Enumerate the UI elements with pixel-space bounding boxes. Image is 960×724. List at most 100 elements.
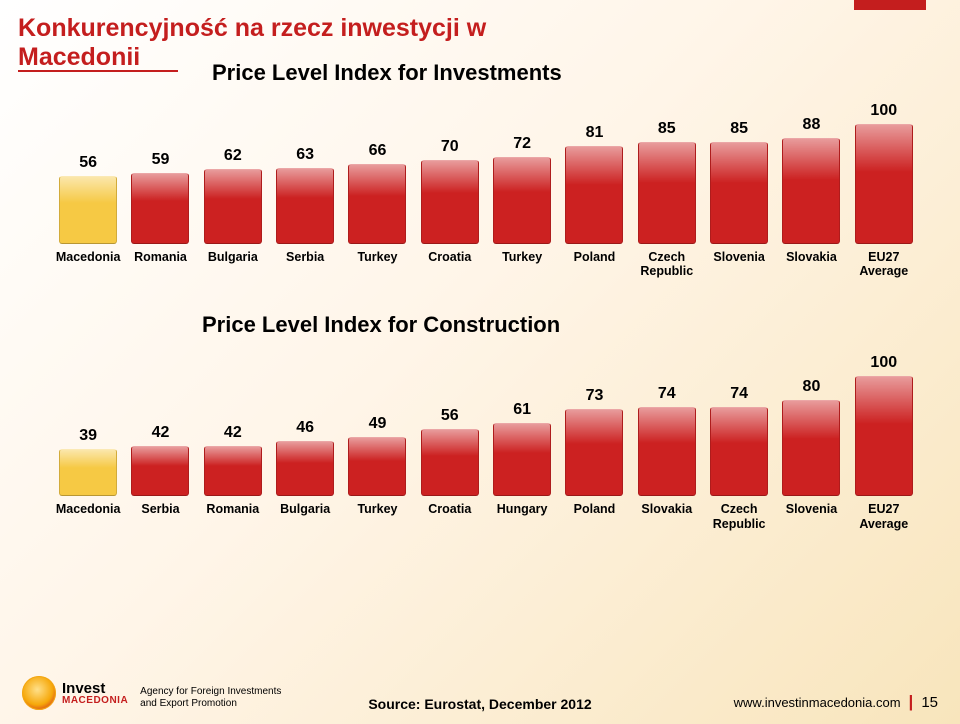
- bar-label: CzechRepublic: [631, 250, 703, 279]
- bar-label: Slovakia: [775, 250, 847, 279]
- bar: [782, 138, 840, 244]
- bar-col: 62: [197, 147, 269, 243]
- bar-value: 63: [296, 146, 314, 164]
- bar-col: 74: [703, 385, 775, 496]
- bar-col: 42: [197, 424, 269, 496]
- title-line-1: Konkurencyjność na rzecz inwestycji w: [18, 14, 486, 42]
- bar-label: EU27Average: [848, 250, 920, 279]
- bar-col: 85: [703, 120, 775, 244]
- bar: [710, 142, 768, 244]
- bar-col: 49: [341, 415, 413, 496]
- bar-value: 88: [803, 116, 821, 134]
- bar-label: CzechRepublic: [703, 502, 775, 531]
- bar: [710, 407, 768, 496]
- bar-col: 56: [414, 407, 486, 496]
- chart1-labels: MacedoniaRomaniaBulgariaSerbiaTurkeyCroa…: [52, 250, 920, 279]
- bar-label: Slovakia: [631, 502, 703, 531]
- bar-value: 100: [870, 354, 897, 372]
- page-number: 15: [921, 694, 938, 711]
- bar-value: 74: [730, 385, 748, 403]
- bar-col: 61: [486, 401, 558, 496]
- bar: [204, 169, 262, 243]
- chart1-bars: 56 5962 63 66 70 72 81 85 85 88 100: [52, 92, 920, 244]
- bar-col: 39: [52, 427, 124, 496]
- bar-value: 80: [803, 378, 821, 396]
- bar: [638, 142, 696, 244]
- bar-value: 61: [513, 401, 531, 419]
- bar-col: 42: [124, 424, 196, 496]
- bar-col: 59: [124, 151, 196, 244]
- bar-value: 66: [369, 142, 387, 160]
- bar: [855, 124, 913, 244]
- bar-col: 72: [486, 135, 558, 243]
- chart2-bars: 3942424649566173747480100: [52, 344, 920, 496]
- bar-col: 66: [341, 142, 413, 243]
- bar-value: 72: [513, 135, 531, 153]
- bar: [565, 146, 623, 243]
- bar-label: Slovenia: [703, 250, 775, 279]
- page-separator: |: [909, 692, 914, 712]
- bar: [348, 437, 406, 496]
- bar-col: 88: [775, 116, 847, 244]
- bar-value: 85: [730, 120, 748, 138]
- bar-col: 81: [558, 124, 630, 243]
- bar: [276, 168, 334, 244]
- bar: [421, 160, 479, 244]
- bar-label: Turkey: [341, 250, 413, 279]
- bar: [855, 376, 913, 496]
- bar-col: 46: [269, 419, 341, 496]
- bar-col: 56: [52, 154, 124, 243]
- bar-value: 74: [658, 385, 676, 403]
- bar-col: 63: [269, 146, 341, 244]
- chart-construction: Price Level Index for Construction 39 42 4…: [0, 312, 960, 531]
- chart1-title: Price Level Index for Investments: [212, 60, 920, 86]
- bar-label: Croatia: [414, 502, 486, 531]
- bar: [131, 173, 189, 244]
- bar-label: Serbia: [269, 250, 341, 279]
- bar-label: Serbia: [124, 502, 196, 531]
- footer-right: www.investinmacedonia.com | 15: [734, 692, 938, 712]
- bar-label: Macedonia: [52, 502, 124, 531]
- bar-value: 56: [79, 154, 97, 172]
- bar-label: Poland: [558, 502, 630, 531]
- bar-col: 74: [631, 385, 703, 496]
- bar-col: 100: [848, 102, 920, 244]
- logo-text-top: Invest: [62, 681, 128, 696]
- bar-label: Bulgaria: [197, 250, 269, 279]
- bar-label: Turkey: [486, 250, 558, 279]
- footer: Invest MACEDONIA Agency for Foreign Inve…: [0, 658, 960, 714]
- bar-label: Slovenia: [775, 502, 847, 531]
- bar: [348, 164, 406, 243]
- bar-value: 56: [441, 407, 459, 425]
- bar: [565, 409, 623, 497]
- bar: [421, 429, 479, 496]
- bar-label: Romania: [124, 250, 196, 279]
- bar: [131, 446, 189, 496]
- accent-bar: [854, 0, 926, 10]
- bar-label: Croatia: [414, 250, 486, 279]
- bar-value: 100: [870, 102, 897, 120]
- bar: [276, 441, 334, 496]
- chart2-title: Price Level Index for Construction: [202, 312, 920, 338]
- bar-label: Poland: [558, 250, 630, 279]
- bar-value: 49: [369, 415, 387, 433]
- bar-value: 42: [152, 424, 170, 442]
- bar-value: 70: [441, 138, 459, 156]
- chart-investments: Price Level Index for Investments 56 5962…: [0, 60, 960, 279]
- bar-label: Macedonia: [52, 250, 124, 279]
- footer-site: www.investinmacedonia.com: [734, 695, 901, 710]
- bar-value: 42: [224, 424, 242, 442]
- chart2-labels: MacedoniaSerbiaRomaniaBulgariaTurkeyCroa…: [52, 502, 920, 531]
- bar-col: 100: [848, 354, 920, 496]
- bar-label: Hungary: [486, 502, 558, 531]
- bar: [204, 446, 262, 496]
- bar-value: 85: [658, 120, 676, 138]
- bar-label: Turkey: [341, 502, 413, 531]
- bar-value: 39: [79, 427, 97, 445]
- bar-label: EU27Average: [848, 502, 920, 531]
- bar-col: 85: [631, 120, 703, 244]
- bar-col: 80: [775, 378, 847, 496]
- bar: [638, 407, 696, 496]
- bar: [493, 423, 551, 496]
- title-line-2: Macedonii: [18, 43, 140, 71]
